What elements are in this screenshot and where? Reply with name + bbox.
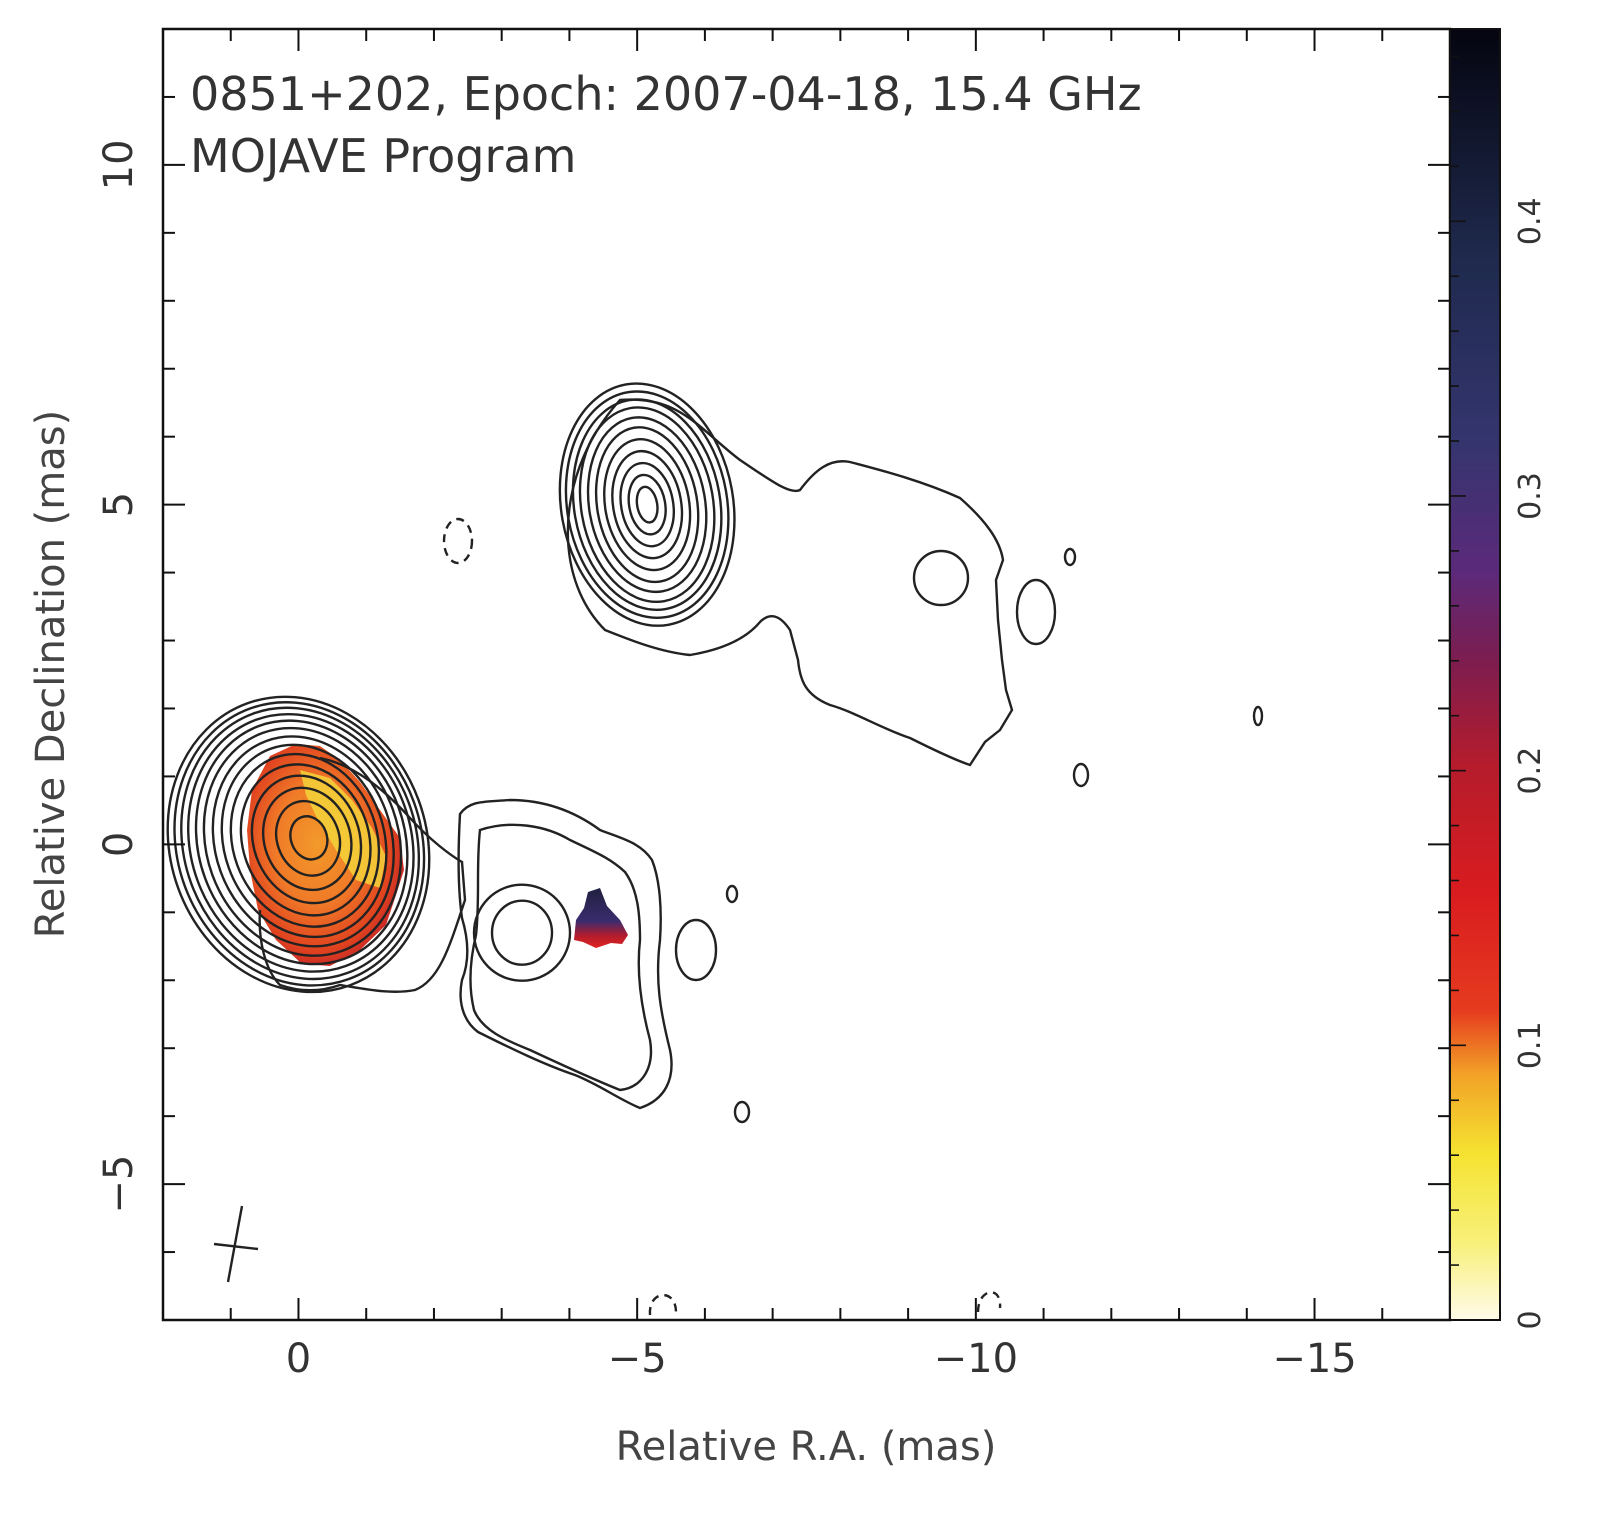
x-tick-label: −15 <box>1272 1336 1356 1382</box>
x-tick-group: 0 −5 −10 −15 <box>162 29 1451 1382</box>
colorbar-tick-group: 0 0.1 0.2 0.3 0.4 <box>1450 55 1548 1330</box>
y-tick-group: 10 5 0 −5 <box>96 28 1450 1321</box>
beam-minor-axis <box>213 1242 259 1251</box>
isolated-contour-1 <box>674 918 718 982</box>
upper-knot-contour <box>619 461 675 548</box>
plot-frame <box>161 27 1452 1322</box>
x-tick-label: 0 <box>286 1336 311 1382</box>
inner-jet-core-contour <box>490 899 554 966</box>
isolated-contour-3 <box>912 549 970 607</box>
core-contour <box>289 815 329 861</box>
upper-knot-contour <box>578 406 716 604</box>
core-contour <box>220 743 388 939</box>
core-yellow-highlight <box>300 770 386 888</box>
x-axis-title: Relative R.A. (mas) <box>616 1424 997 1470</box>
core-contour <box>261 786 353 892</box>
knot-fractional-polarization <box>574 888 628 948</box>
isolated-contour-5 <box>733 1100 751 1124</box>
core-contour <box>274 799 342 877</box>
core-contour <box>180 706 421 981</box>
plot-title: 0851+202, Epoch: 2007-04-18, 15.4 GHz <box>190 67 1142 121</box>
plot-subtitle: MOJAVE Program <box>190 129 576 183</box>
core-contour <box>211 735 395 948</box>
isolated-contour-7 <box>1063 547 1077 567</box>
isolated-contour-9 <box>1252 705 1264 727</box>
contour-group <box>166 382 736 994</box>
isolated-contour-2 <box>1015 578 1057 646</box>
colorbar-tick-label: 0.4 <box>1513 197 1548 245</box>
inner-jet-second-contour <box>469 823 653 1092</box>
upper-knot-contour <box>627 473 667 536</box>
bridge-contour <box>258 756 467 993</box>
colorbar-tick-label: 0.1 <box>1513 1021 1548 1069</box>
y-tick-label: 0 <box>96 832 142 857</box>
inner-jet-core-contour <box>472 883 572 982</box>
upper-knot-contour <box>594 426 700 584</box>
core-contour <box>187 712 415 973</box>
extended-plume-contour <box>566 398 1014 767</box>
isolated-contour-6 <box>1072 762 1090 788</box>
upper-knot-contour <box>586 416 708 594</box>
upper-knot-contour <box>603 438 692 572</box>
y-tick-label: 10 <box>96 139 142 190</box>
beam-major-axis <box>226 1205 244 1283</box>
inner-jet-outer-contour <box>457 798 673 1110</box>
isolated-contour-4 <box>442 517 474 565</box>
core-contour <box>202 726 403 957</box>
y-tick-label: −5 <box>96 1155 142 1214</box>
core-contour <box>173 701 426 987</box>
dashed-contour-bottom-1 <box>648 1293 678 1316</box>
colorbar-tick-label: 0.3 <box>1513 472 1548 520</box>
y-axis-title: Relative Declination (mas) <box>28 410 74 938</box>
colorbar-tick-label: 0.2 <box>1513 747 1548 795</box>
colorbar-tick-label: 0 <box>1513 1310 1548 1329</box>
colorbar <box>1449 28 1501 1321</box>
upper-knot-contour <box>564 390 730 619</box>
x-tick-label: −5 <box>608 1336 667 1382</box>
isolated-contour-8 <box>725 884 739 904</box>
x-tick-label: −10 <box>934 1336 1018 1382</box>
restoring-beam <box>213 1205 259 1283</box>
upper-knot-contour <box>611 449 684 560</box>
y-tick-label: 5 <box>96 492 142 517</box>
core-contour <box>239 763 372 917</box>
core-contour <box>166 695 431 994</box>
core-contour <box>229 752 381 928</box>
dashed-contour-bottom-2 <box>976 1291 1002 1313</box>
upper-knot-contour <box>558 382 736 627</box>
core-contour <box>250 774 363 905</box>
upper-knot-contour <box>635 485 659 524</box>
